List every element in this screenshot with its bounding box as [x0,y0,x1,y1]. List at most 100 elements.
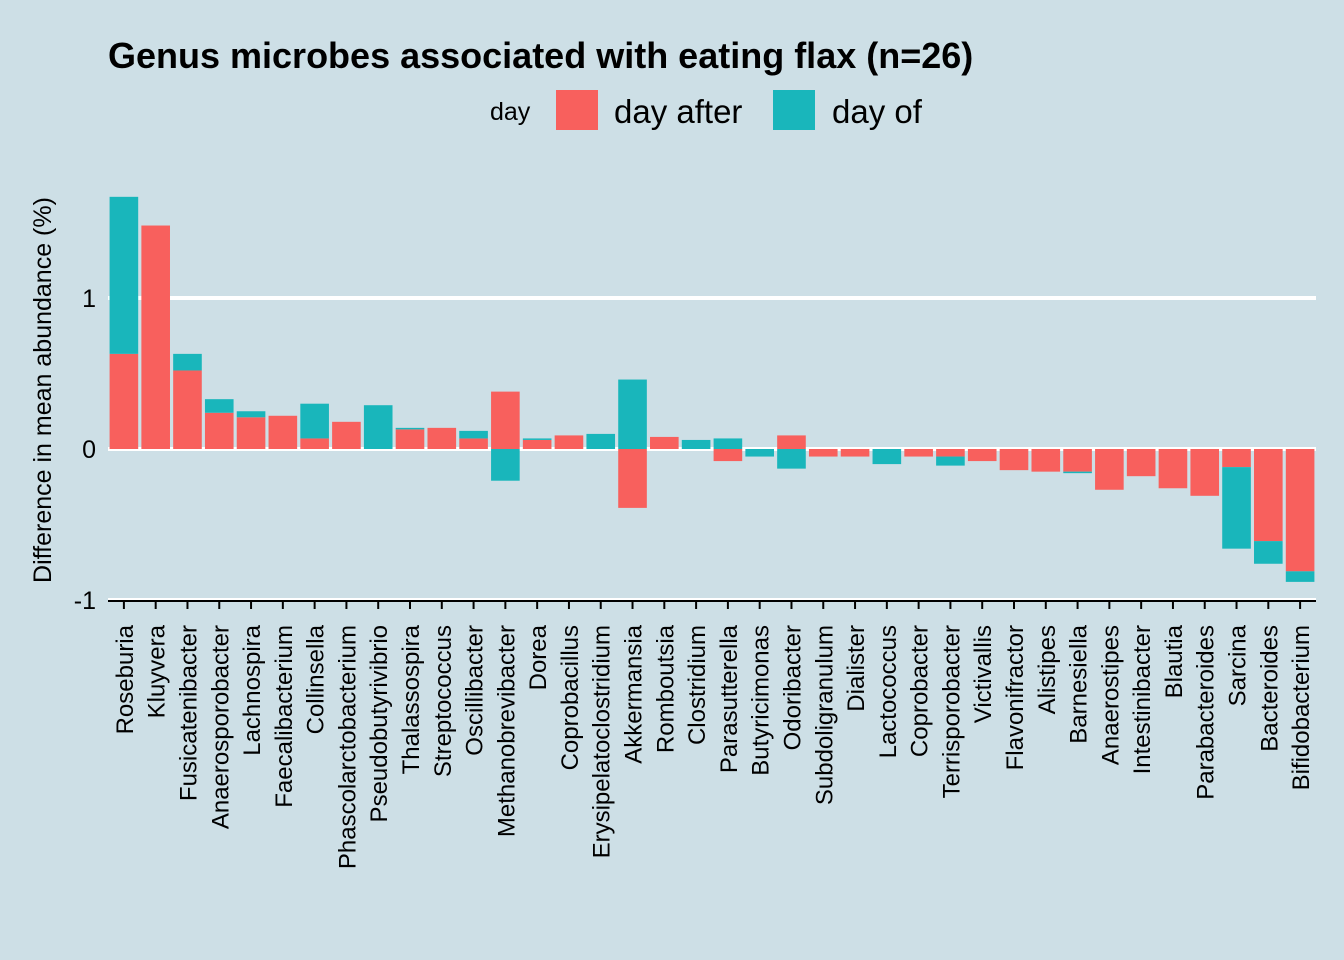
x-tick-label: Kluyvera [144,624,171,718]
bar-day-after-bacteroides [1254,449,1283,542]
x-tick-label: Coprobacter [907,625,934,757]
bar-day-after-kluyvera [141,225,170,449]
bar-day-of-roseburia [109,196,139,354]
bar-day-of-bifidobacterium [1285,571,1315,582]
bar-day-of-lactococcus [872,449,902,465]
x-tick-label: Flavonifractor [1002,625,1029,770]
bar-day-after-anaerosporobacter [204,412,234,449]
bar-day-of-bacteroides [1254,541,1283,564]
bar-day-of-terrisporobacter [936,456,965,466]
x-tick-label: Bacteroides [1256,625,1283,752]
x-tick-label: Faecalibacterium [271,625,298,808]
bar-day-after-barnesiella [1063,449,1092,472]
bar-day-after-intestinibacter [1126,449,1156,477]
x-tick-label: Fusicatenibacter [175,625,202,801]
x-tick-label: Roseburia [112,624,139,734]
legend-key-day-of [773,90,815,130]
bars [109,196,1315,582]
x-tick-label: Anaerostipes [1097,625,1124,765]
x-tick-label: Pseudobutyrivibrio [366,625,393,822]
x-tick-label: Odoribacter [779,625,806,750]
bar-day-of-anaerosporobacter [204,399,234,413]
bar-day-of-collinsella [300,403,329,439]
bar-day-after-blautia [1158,449,1188,489]
bar-day-of-pseudobutyrivibrio [363,405,393,449]
x-axis [108,600,1316,609]
x-tick-label: Parasutterella [716,624,743,773]
legend-title: day [490,98,531,126]
x-tick-label: Lactococcus [875,625,902,758]
x-tick-label: Alistipes [1034,625,1061,714]
x-tick-label: Lachnospira [239,624,266,755]
x-tick-label: Akkermansia [621,624,648,763]
bar-day-after-coprobacillus [554,435,584,449]
bar-day-after-phascolarctobacterium [332,421,361,449]
x-tick-label: Romboutsia [652,624,679,753]
bar-day-after-collinsella [300,438,329,449]
bar-day-after-subdoligranulum [808,449,838,457]
legend-key-day-after [556,90,598,130]
legend-label-day-of: day of [832,93,923,130]
bar-day-of-fusicatenibacter [173,353,202,371]
x-tick-label: Parabacteroides [1193,625,1220,800]
bar-day-of-thalassospira [395,427,425,430]
bar-day-of-dorea [522,438,552,440]
bar-day-after-coprobacter [904,449,933,457]
x-tick-label: Terrisporobacter [938,625,965,798]
bar-day-after-faecalibacterium [268,415,298,449]
x-tick-label: Butyricimonas [748,625,775,776]
y-tick-label: 0 [82,436,96,464]
x-tick-label: Oscillibacter [462,625,489,756]
x-tick-label: Victivallis [970,625,997,723]
x-tick-label: Collinsella [303,624,330,734]
y-axis-label: Difference in mean abundance (%) [29,197,57,583]
x-tick-label: Streptococcus [430,625,457,777]
bar-day-of-parasutterella [713,438,743,449]
x-tick-label: Barnesiella [1066,624,1093,743]
bar-day-after-dialister [840,449,870,457]
x-tick-label: Blautia [1161,624,1188,698]
x-tick-label: Intestinibacter [1129,625,1156,774]
bar-day-after-anaerostipes [1095,449,1124,490]
bar-day-after-lachnospira [236,417,266,449]
bar-day-of-oscillibacter [459,430,488,439]
bar-day-of-clostridium [681,439,711,449]
x-tick-label: Anaerosporobacter [207,625,234,829]
bar-day-after-oscillibacter [459,438,488,449]
x-tick-label: Subdoligranulum [811,625,838,805]
bar-day-after-fusicatenibacter [173,370,202,449]
x-tick-label: Erysipelatoclostridium [589,625,616,858]
bar-day-of-odoribacter [777,449,806,469]
x-tick-label: Phascolarctobacterium [334,625,361,869]
bar-day-after-parabacteroides [1190,449,1220,496]
bar-day-after-streptococcus [427,427,457,449]
bar-day-after-victivallis [967,449,997,462]
x-tick-label: Coprobacillus [557,625,584,770]
bar-day-of-sarcina [1222,467,1251,549]
y-tick-label: 1 [82,285,96,313]
bar-day-of-butyricimonas [745,449,774,457]
x-tick-label: Thalassospira [398,624,425,774]
x-tick-label: Dorea [525,624,552,690]
legend-label-day-after: day after [614,93,742,130]
x-tick-label: Bifidobacterium [1288,625,1315,790]
bar-day-of-lachnospira [236,411,266,418]
bar-day-after-flavonifractor [999,449,1029,471]
legend: day day after day of [490,90,923,130]
bar-day-after-romboutsia [650,436,679,449]
bar-day-of-methanobrevibacter [491,449,520,481]
x-tick-label: Clostridium [684,625,711,745]
bar-day-after-odoribacter [777,435,806,449]
y-tick-label: -1 [74,587,96,615]
bar-day-after-roseburia [109,353,139,449]
bar-day-after-akkermansia [618,449,647,508]
bar-day-after-sarcina [1222,449,1251,468]
bar-day-after-alistipes [1031,449,1061,472]
bar-day-after-methanobrevibacter [491,391,520,449]
bar-day-after-dorea [522,439,552,449]
bar-day-of-barnesiella [1063,471,1092,474]
bar-day-after-thalassospira [395,429,425,449]
bar-day-of-akkermansia [618,379,647,449]
bar-day-after-terrisporobacter [936,449,965,457]
